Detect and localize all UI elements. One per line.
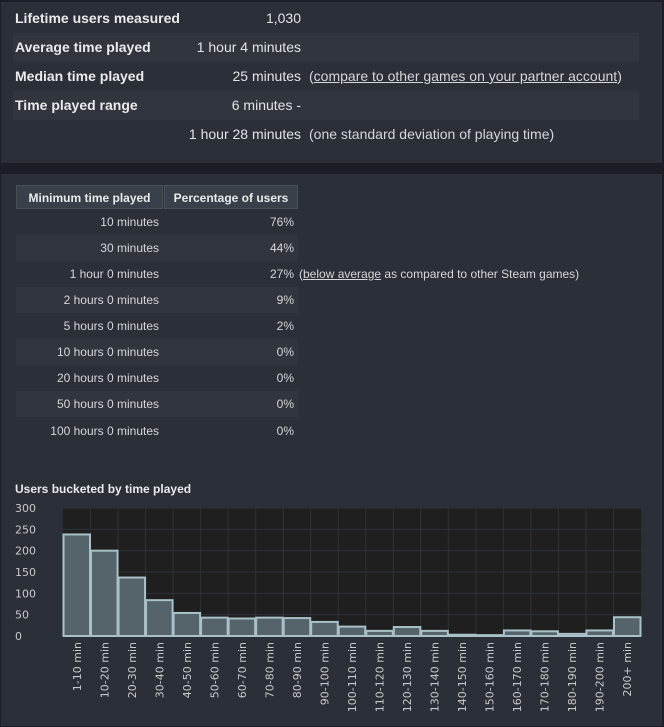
x-tick-label: 40-50 min (181, 642, 194, 698)
histogram-bar (612, 616, 642, 638)
y-tick-label: 250 (15, 523, 36, 536)
histogram-bar (475, 634, 504, 638)
chart-title: Users bucketed by time played (15, 482, 192, 496)
histogram-bar (145, 599, 174, 638)
x-tick-label: 90-100 min (318, 642, 331, 705)
x-tick-label: 20-30 min (126, 642, 139, 698)
x-tick-label: 130-140 min (429, 642, 442, 712)
histogram-bar (117, 576, 147, 638)
summary-label: Time played range (15, 97, 138, 113)
x-tick-label: 110-120 min (374, 642, 387, 712)
x-tick-label: 70-80 min (263, 642, 276, 698)
histogram-bar (447, 633, 477, 638)
table-row: 10 minutes 76% (100, 215, 294, 229)
summary-value: 1,030 (265, 10, 301, 26)
histogram-bar (557, 632, 587, 638)
histogram-bar (62, 533, 92, 638)
std-dev-note: (one standard deviation of playing time) (309, 126, 555, 142)
time-played-histogram: 0 50 100 150 200 250 300 1-10 min 10-20 min 20-30… (15, 502, 642, 712)
summary-value: 6 minutes - (231, 97, 301, 113)
y-tick-label: 0 (15, 630, 22, 643)
table-row: 30 minutes 44% (16, 235, 298, 261)
y-tick-label: 300 (15, 502, 36, 515)
x-tick-label: 170-180 min (539, 642, 552, 712)
column-header-min-time: Minimum time played (16, 185, 163, 209)
histogram-bar (227, 617, 257, 638)
summary-panel: Lifetime users measured 1,030 Average ti… (1, 2, 662, 163)
summary-value: 1 hour 4 minutes (196, 39, 301, 55)
histogram-bar (365, 629, 394, 638)
x-tick-label: 60-70 min (236, 642, 249, 698)
summary-row-average-time: Average time played 1 hour 4 minutes (13, 33, 639, 62)
below-average-note: (below average as compared to other Stea… (299, 267, 580, 281)
histogram-bar (530, 630, 559, 638)
histogram-bar (90, 549, 119, 638)
histogram-bar (282, 617, 312, 638)
x-tick-label: 120-130 min (401, 642, 414, 712)
x-tick-label: 160-170 min (511, 642, 524, 712)
summary-value: 1 hour 28 minutes (188, 126, 301, 142)
histogram-bar (502, 629, 532, 638)
x-tick-label: 80-90 min (291, 642, 304, 698)
table-row: 100 hours 0 minutes 0% (50, 424, 294, 438)
y-tick-label: 100 (15, 587, 36, 600)
histogram-bar (392, 626, 422, 637)
x-tick-label: 140-150 min (456, 642, 469, 712)
x-tick-label: 180-190 min (566, 642, 579, 712)
x-tick-label: 50-60 min (208, 642, 221, 698)
table-row: 1 hour 0 minutes 27% (69, 267, 294, 281)
table-row: 5 hours 0 minutes 2% (63, 319, 294, 333)
median-note: (compare to other games on your partner … (309, 68, 622, 84)
x-tick-label: 10-20 min (98, 642, 111, 698)
x-tick-label: 1-10 min (71, 642, 84, 691)
compare-games-link[interactable]: compare to other games on your partner a… (313, 68, 618, 84)
histogram-bar (255, 616, 284, 638)
below-average-link[interactable]: below average (303, 267, 382, 281)
y-tick-label: 200 (15, 545, 36, 558)
histogram-bar (172, 611, 202, 637)
summary-row-lifetime-users: Lifetime users measured 1,030 (13, 4, 639, 33)
column-header-percentage: Percentage of users (164, 185, 298, 209)
histogram-bar (585, 629, 614, 638)
x-tick-label: 200+ min (621, 642, 634, 696)
summary-label: Median time played (15, 68, 145, 84)
summary-row-median-time: Median time played 25 minutes (compare t… (13, 62, 639, 91)
summary-row-time-range: Time played range 6 minutes - (13, 91, 639, 120)
histogram-bar (337, 625, 367, 638)
distribution-panel: Minimum time played Percentage of users … (1, 174, 662, 726)
histogram-bar (420, 629, 449, 638)
histogram-bar (200, 616, 229, 638)
y-tick-label: 50 (15, 609, 29, 622)
x-tick-label: 30-40 min (153, 642, 166, 698)
x-tick-label: 190-200 min (594, 642, 607, 712)
summary-label: Average time played (15, 39, 151, 55)
summary-value: 25 minutes (232, 68, 301, 84)
table-row: 50 hours 0 minutes 0% (16, 391, 298, 417)
table-row: 10 hours 0 minutes 0% (16, 339, 298, 365)
summary-row-time-range-upper: 1 hour 28 minutes (one standard deviatio… (13, 120, 639, 149)
x-tick-label: 100-110 min (346, 642, 359, 712)
table-row: 20 hours 0 minutes 0% (56, 371, 294, 385)
table-row: 2 hours 0 minutes 9% (16, 287, 298, 313)
y-tick-label: 150 (15, 566, 36, 579)
summary-label: Lifetime users measured (15, 10, 180, 26)
histogram-bar (310, 620, 339, 637)
x-tick-label: 150-160 min (484, 642, 497, 712)
